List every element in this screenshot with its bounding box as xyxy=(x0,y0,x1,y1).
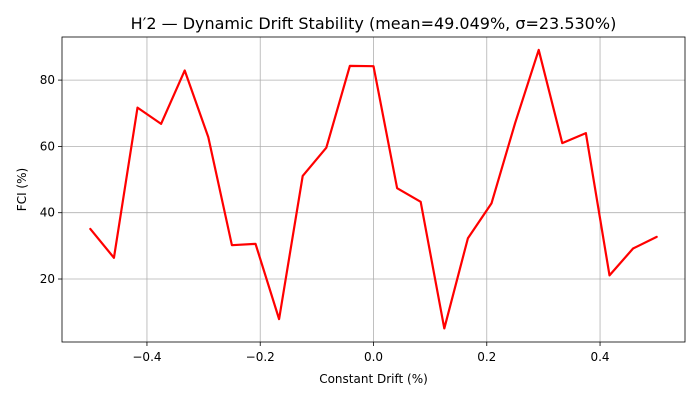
tick-layer: −0.4 −0.2 0.0 0.2 0.4 20 40 60 80 xyxy=(40,73,610,364)
x-tick-label: 0.0 xyxy=(364,350,383,364)
y-tick-label: 20 xyxy=(40,272,55,286)
x-tick-label: 0.4 xyxy=(590,350,609,364)
x-tick-label: 0.2 xyxy=(477,350,496,364)
y-tick-label: 80 xyxy=(40,73,55,87)
x-axis-label: Constant Drift (%) xyxy=(319,372,428,386)
x-tick-label: −0.4 xyxy=(132,350,161,364)
chart-title: H′2 — Dynamic Drift Stability (mean=49.0… xyxy=(131,14,617,33)
series-line xyxy=(89,48,658,330)
line-layer xyxy=(89,48,658,330)
y-tick-label: 40 xyxy=(40,206,55,220)
plot-area-frame xyxy=(61,36,686,343)
y-axis-label: FCI (%) xyxy=(15,168,29,211)
x-tick-label: −0.2 xyxy=(246,350,275,364)
grid-layer xyxy=(62,37,685,342)
y-tick-label: 60 xyxy=(40,139,55,153)
